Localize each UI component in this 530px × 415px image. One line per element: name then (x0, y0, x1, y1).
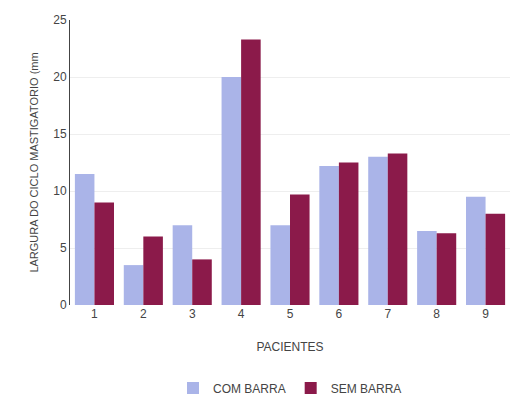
svg-text:7: 7 (384, 307, 391, 321)
svg-text:3: 3 (189, 307, 196, 321)
svg-text:4: 4 (238, 307, 245, 321)
svg-text:2: 2 (140, 307, 147, 321)
svg-text:LARGURA DO CICLO MASTIGATORIO: LARGURA DO CICLO MASTIGATORIO (mm (28, 52, 40, 272)
svg-text:15: 15 (53, 127, 67, 141)
svg-text:6: 6 (336, 307, 343, 321)
svg-text:PACIENTES: PACIENTES (256, 340, 323, 354)
svg-text:10: 10 (53, 184, 67, 198)
svg-text:20: 20 (53, 70, 67, 84)
svg-text:SEM BARRA: SEM BARRA (331, 382, 402, 396)
svg-text:5: 5 (60, 241, 67, 255)
svg-text:1: 1 (91, 307, 98, 321)
svg-text:8: 8 (433, 307, 440, 321)
svg-text:25: 25 (53, 13, 67, 27)
svg-text:0: 0 (60, 298, 67, 312)
svg-text:COM BARRA: COM BARRA (213, 382, 286, 396)
svg-text:5: 5 (287, 307, 294, 321)
svg-text:9: 9 (482, 307, 489, 321)
